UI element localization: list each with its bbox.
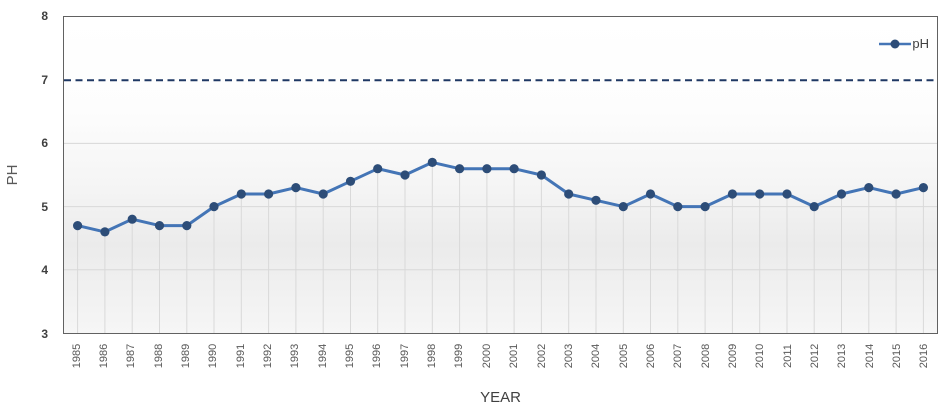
x-tick-label: 1992: [262, 343, 275, 369]
x-tick-label: 2016: [918, 343, 931, 369]
x-tick-label: 2010: [754, 343, 767, 369]
x-tick-label: 1988: [152, 343, 165, 369]
data-point[interactable]: [400, 170, 410, 180]
ph-series-line[interactable]: [76, 160, 925, 234]
x-tick-label: 2015: [890, 343, 903, 369]
data-point[interactable]: [73, 221, 83, 231]
x-tick-label: 2014: [863, 343, 876, 369]
data-point[interactable]: [591, 195, 601, 205]
data-point[interactable]: [536, 170, 546, 180]
data-point[interactable]: [836, 189, 847, 199]
legend-line-marker-icon: [879, 39, 912, 49]
x-tick-label: 2001: [508, 343, 521, 369]
data-point[interactable]: [809, 202, 819, 212]
x-tick-label: 2008: [699, 343, 712, 369]
x-tick-label: 1998: [426, 343, 439, 369]
data-point[interactable]: [100, 227, 110, 237]
y-tick-label: 7: [41, 72, 48, 87]
legend[interactable]: pH: [876, 36, 931, 52]
x-tick-label: 2009: [726, 343, 739, 369]
data-point[interactable]: [564, 189, 574, 199]
x-tick-label: 1996: [371, 343, 384, 369]
x-tick-label: 1997: [398, 343, 411, 369]
data-point[interactable]: [864, 183, 874, 193]
x-tick-label: 1989: [180, 343, 193, 369]
data-point[interactable]: [891, 189, 901, 199]
plot-area: pH: [63, 16, 938, 334]
plot-canvas: [64, 79, 937, 333]
x-tick-label: 2007: [672, 343, 685, 369]
x-tick-label: 2004: [590, 343, 603, 369]
data-point[interactable]: [209, 202, 219, 212]
y-tick-label: 3: [41, 327, 48, 341]
data-point[interactable]: [236, 189, 246, 199]
data-point[interactable]: [673, 202, 683, 212]
y-tick-label: 5: [41, 199, 48, 214]
data-point[interactable]: [154, 221, 165, 231]
data-point[interactable]: [618, 202, 628, 212]
data-point[interactable]: [727, 189, 738, 199]
data-point[interactable]: [455, 164, 465, 174]
data-point[interactable]: [700, 202, 710, 212]
data-point[interactable]: [482, 164, 492, 174]
x-tick-label: 1987: [125, 343, 138, 369]
x-axis-tick-labels: 1985 1986 1987 1988 1989 1990 1991 1992 1993 1994…: [63, 337, 938, 381]
y-tick-label: 6: [41, 136, 48, 151]
x-tick-label: 2013: [836, 343, 849, 369]
data-point[interactable]: [755, 189, 765, 199]
x-tick-label: 2005: [617, 343, 630, 369]
x-tick-label: 1990: [207, 343, 220, 369]
data-point[interactable]: [373, 164, 383, 174]
data-point[interactable]: [182, 221, 192, 231]
legend-label: pH: [912, 36, 929, 51]
data-point[interactable]: [264, 189, 274, 199]
x-tick-label: 2012: [808, 343, 821, 369]
x-tick-label: 2006: [644, 343, 657, 369]
x-axis-title: YEAR: [480, 389, 521, 406]
data-point[interactable]: [291, 183, 301, 193]
x-tick-label: 1995: [344, 343, 357, 369]
x-tick-label: 2002: [535, 343, 548, 369]
x-tick-label: 1999: [453, 343, 466, 369]
data-point[interactable]: [427, 157, 437, 167]
x-tick-label: 2000: [480, 343, 493, 369]
x-tick-label: 1994: [316, 343, 329, 369]
data-point[interactable]: [318, 189, 328, 199]
x-tick-label: 1991: [234, 343, 247, 369]
y-tick-label: 4: [41, 263, 48, 278]
x-tick-label: 1986: [98, 343, 111, 369]
y-axis-tick-labels: 3 4 5 6 7 8: [0, 9, 50, 341]
y-tick-label: 8: [41, 9, 48, 23]
x-tick-label: 2003: [562, 343, 575, 369]
data-point[interactable]: [127, 214, 137, 224]
x-tick-label: 1993: [289, 343, 302, 369]
x-tick-label: 2011: [781, 344, 794, 368]
data-point[interactable]: [918, 183, 929, 193]
data-point[interactable]: [345, 176, 356, 186]
x-tick-label: 1985: [70, 343, 83, 369]
data-point[interactable]: [509, 164, 519, 174]
data-point[interactable]: [645, 189, 656, 199]
data-point[interactable]: [782, 189, 792, 199]
